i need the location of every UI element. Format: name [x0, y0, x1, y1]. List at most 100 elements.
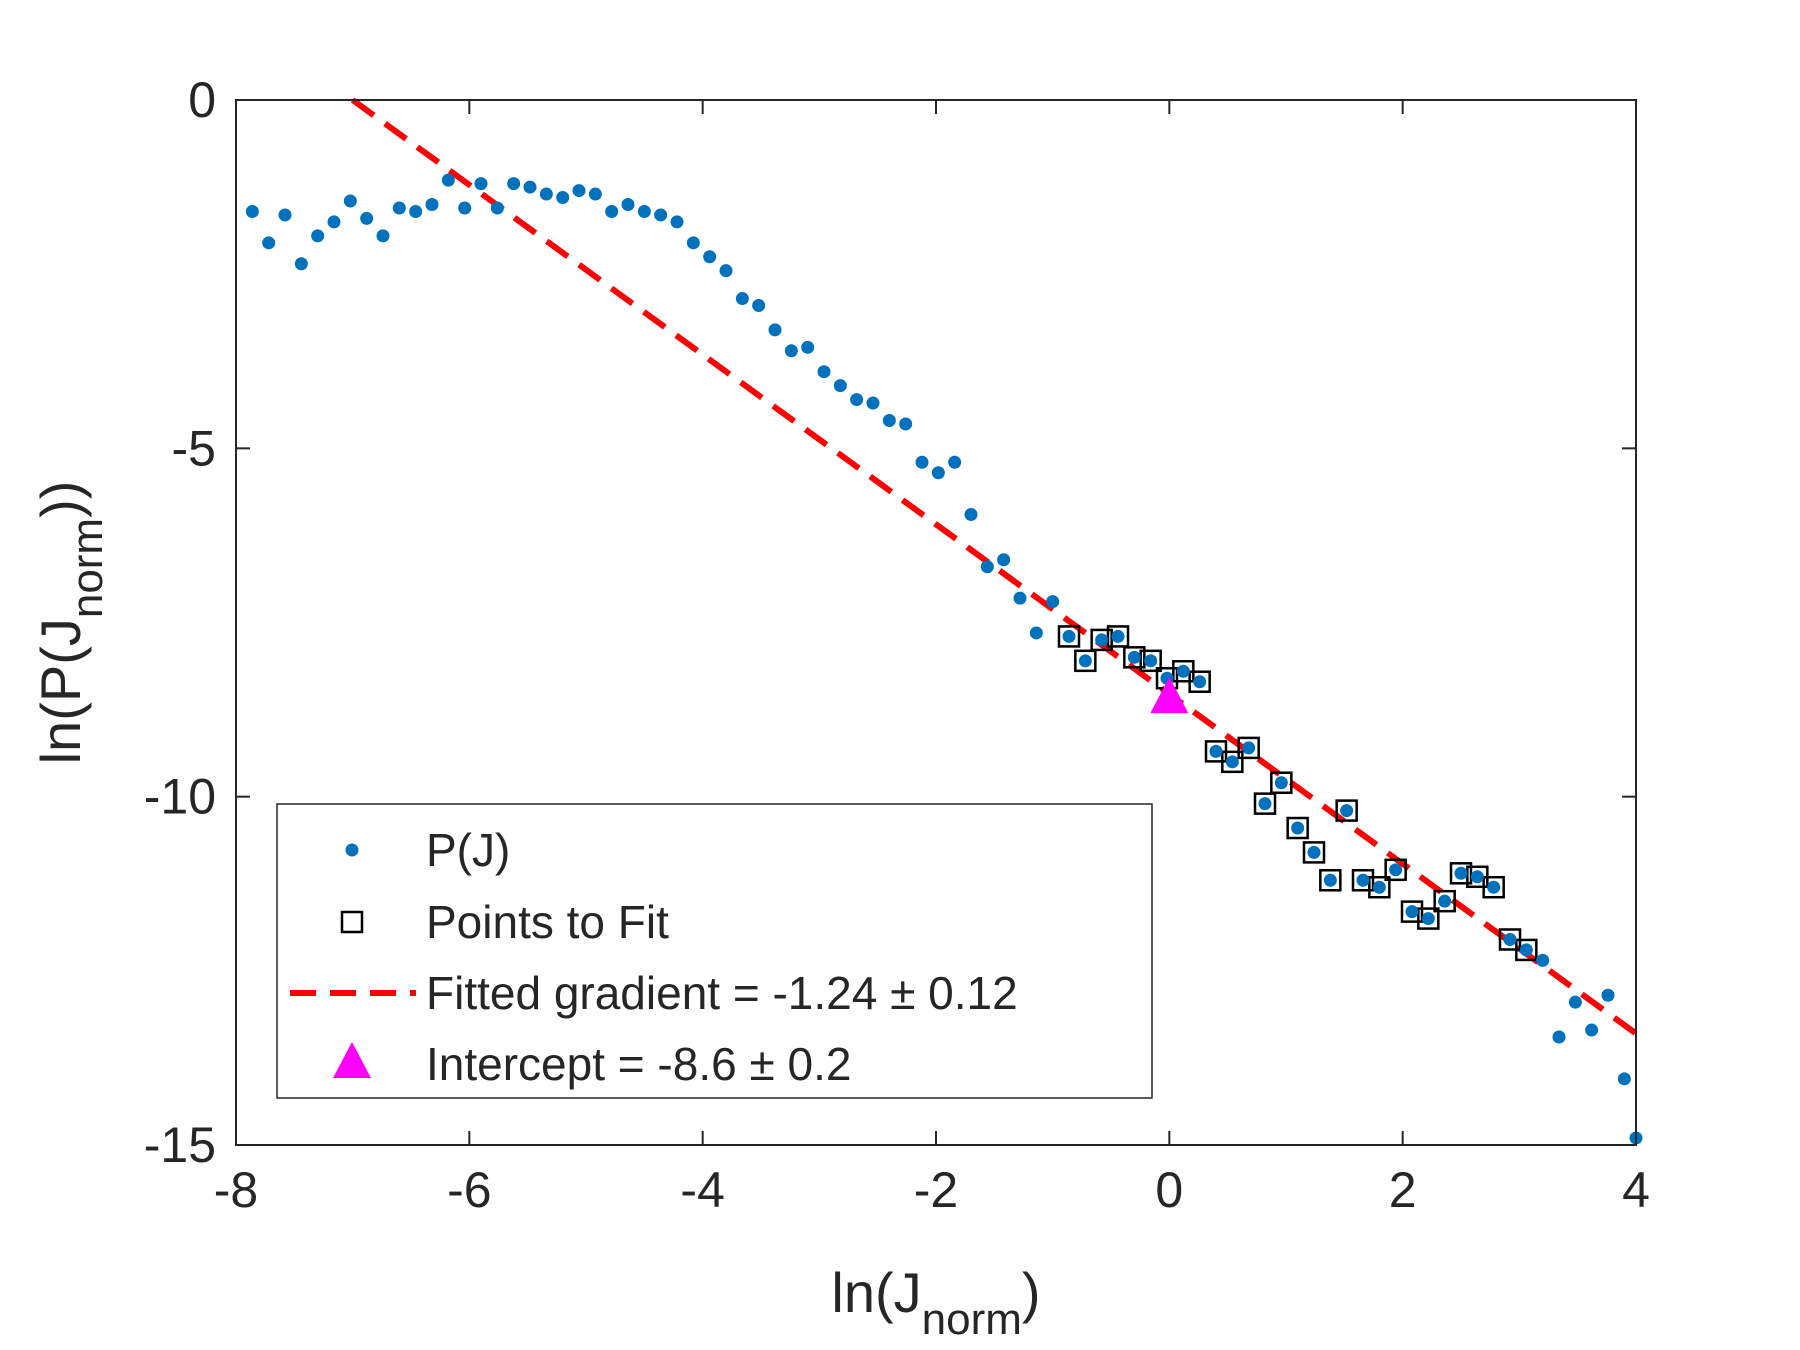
data-point	[490, 201, 504, 215]
data-point	[735, 292, 749, 306]
y-axis-label-main: ln(P(J	[29, 618, 92, 764]
x-axis-label-main: ln(J	[831, 1261, 921, 1324]
data-point	[752, 299, 766, 313]
data-point	[1127, 650, 1141, 664]
data-point	[1013, 591, 1027, 605]
fit-point-marker	[1302, 841, 1326, 864]
fit-point-marker	[1139, 649, 1162, 673]
data-point	[997, 553, 1011, 567]
data-point	[1225, 755, 1239, 769]
data-point	[1454, 866, 1468, 880]
data-point	[1209, 744, 1223, 758]
x-tick-label: -4	[680, 1162, 724, 1218]
fit-point-marker	[1074, 649, 1097, 673]
intercept-marker	[1150, 677, 1189, 714]
data-point	[327, 215, 341, 229]
x-axis-label-sub: norm	[922, 1295, 1022, 1344]
data-point	[1585, 1023, 1599, 1037]
data-point	[1111, 629, 1125, 643]
data-point	[1519, 943, 1533, 957]
data-point	[523, 180, 537, 194]
data-point	[474, 177, 488, 191]
data-point	[1258, 797, 1272, 811]
series-fitted-gradient-1-24-0-12	[350, 97, 1638, 1036]
fit-point-marker	[1237, 736, 1260, 760]
data-point	[1144, 654, 1158, 668]
series-layer	[245, 97, 1643, 1145]
data-point	[294, 257, 308, 271]
data-point	[1405, 905, 1419, 919]
series-points-to-fit	[1057, 625, 1538, 962]
data-point	[1176, 664, 1190, 678]
data-point	[1291, 821, 1305, 835]
data-point	[915, 455, 929, 469]
data-point	[605, 204, 619, 218]
fit-point-marker	[1417, 907, 1440, 930]
fit-point-marker	[1351, 869, 1375, 892]
data-point	[588, 187, 602, 201]
data-point	[866, 396, 880, 410]
fit-point-marker	[1400, 900, 1424, 923]
data-point	[376, 229, 390, 243]
series-intercept-8-6-0-2	[1150, 677, 1189, 714]
data-point	[1242, 741, 1256, 755]
data-point	[964, 508, 978, 522]
data-point	[703, 250, 717, 264]
data-point	[948, 455, 962, 469]
data-point	[572, 184, 586, 198]
data-point	[1340, 804, 1354, 818]
x-tick-label: -2	[914, 1162, 958, 1218]
legend-box	[276, 803, 1153, 1099]
fit-point-marker	[1221, 750, 1244, 774]
data-point	[278, 208, 292, 222]
legend-symbol-dot	[345, 843, 359, 857]
x-tick-label: 2	[1389, 1162, 1417, 1218]
legend-symbol-square	[340, 910, 364, 934]
x-axis-label: ln(Jnorm)	[831, 1261, 1040, 1344]
data-point	[507, 177, 521, 191]
data-point	[458, 201, 472, 215]
data-point	[441, 173, 455, 187]
data-point	[1438, 894, 1452, 908]
data-point	[1095, 633, 1109, 647]
data-point	[784, 344, 798, 358]
data-point	[1487, 880, 1501, 894]
data-point	[1421, 912, 1435, 926]
series-p-j	[245, 173, 1643, 1145]
data-point	[686, 236, 700, 250]
data-point	[670, 215, 684, 229]
data-point	[768, 323, 782, 337]
legend: P(J) Points to Fit Fitted gradient = -1.…	[276, 803, 1153, 1099]
data-point	[1601, 988, 1615, 1002]
legend-entry-points-to-fit: Points to Fit	[426, 896, 669, 948]
fit-point-marker	[1368, 875, 1391, 899]
x-tick-label: -6	[447, 1162, 491, 1218]
x-tick-label: -8	[214, 1162, 258, 1218]
y-axis-label: ln(P(Jnorm))	[29, 481, 112, 765]
data-point	[931, 466, 945, 480]
data-point	[425, 198, 439, 211]
data-point	[1617, 1072, 1631, 1086]
data-point	[1389, 863, 1403, 877]
fit-point-marker	[1057, 625, 1081, 648]
data-point	[1078, 654, 1092, 668]
data-point	[1470, 870, 1484, 884]
fit-point-marker	[1319, 869, 1342, 892]
y-tick-label: 0	[188, 72, 216, 128]
x-axis-label-close: )	[1022, 1261, 1041, 1324]
fit-point-marker	[1515, 938, 1538, 962]
data-point	[882, 413, 896, 427]
data-point	[409, 204, 423, 218]
y-tick-label: -15	[144, 1117, 216, 1173]
data-point	[817, 365, 831, 379]
data-point	[311, 229, 325, 243]
data-point	[1372, 880, 1386, 894]
data-point	[833, 379, 847, 393]
fit-point-marker	[1090, 628, 1113, 652]
data-point	[1029, 626, 1043, 640]
data-point	[1536, 953, 1550, 967]
fit-point-marker	[1106, 625, 1130, 648]
fit-point-marker	[1253, 792, 1277, 815]
data-point	[245, 204, 259, 218]
